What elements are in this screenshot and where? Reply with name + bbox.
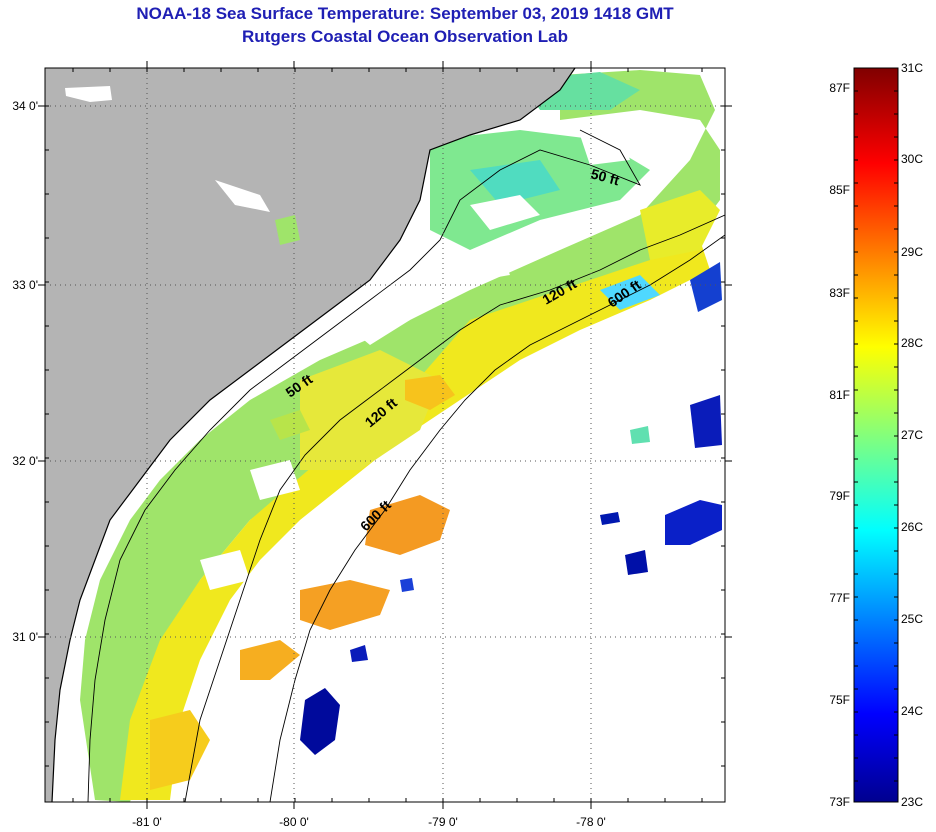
lat-tick-label: 31 0' <box>12 630 38 644</box>
colorbar-label-c: 27C <box>901 428 923 442</box>
isobath-120ft <box>184 214 725 802</box>
map-border <box>44 67 726 803</box>
graticule <box>45 68 725 802</box>
lat-tick-label: 32 0' <box>12 454 38 468</box>
lon-tick-label: -78 0' <box>576 815 606 829</box>
map-subtitle: Rutgers Coastal Ocean Observation Lab <box>242 27 568 46</box>
colorbar-label-c: 30C <box>901 152 923 166</box>
colorbar-label-f: 87F <box>829 81 850 95</box>
colorbar-label-c: 25C <box>901 612 923 626</box>
colorbar-label-f: 75F <box>829 693 850 707</box>
lon-tick-label: -81 0' <box>132 815 162 829</box>
lat-tick-label: 34 0' <box>12 99 38 113</box>
colorbar-label-f: 77F <box>829 591 850 605</box>
colorbar-gradient <box>853 67 899 803</box>
colorbar-label-f: 81F <box>829 388 850 402</box>
land-mass <box>45 68 575 802</box>
colorbar: 31C 30C 29C 28C 27C 26C 25C 24C 23C 87F … <box>829 61 923 809</box>
colorbar-label-c: 23C <box>901 795 923 809</box>
colorbar-label-f: 79F <box>829 489 850 503</box>
colorbar-label-c: 31C <box>901 61 923 75</box>
coastline <box>51 68 576 802</box>
colorbar-label-c: 29C <box>901 245 923 259</box>
lat-tick-label: 33 0' <box>12 278 38 292</box>
sst-swath <box>80 70 722 802</box>
colorbar-label-f: 73F <box>829 795 850 809</box>
isobath-label-50ft-north: 50 ft <box>589 165 621 188</box>
map-title: NOAA-18 Sea Surface Temperature: Septemb… <box>136 4 674 23</box>
colorbar-label-f: 85F <box>829 183 850 197</box>
colorbar-label-f: 83F <box>829 286 850 300</box>
lon-tick-label: -80 0' <box>279 815 309 829</box>
colorbar-label-c: 26C <box>901 520 923 534</box>
colorbar-label-c: 24C <box>901 704 923 718</box>
frame-ticks <box>38 61 732 809</box>
colorbar-label-c: 28C <box>901 336 923 350</box>
isobath-600ft <box>269 234 725 802</box>
isobath-50ft <box>87 129 642 802</box>
lon-tick-label: -79 0' <box>428 815 458 829</box>
